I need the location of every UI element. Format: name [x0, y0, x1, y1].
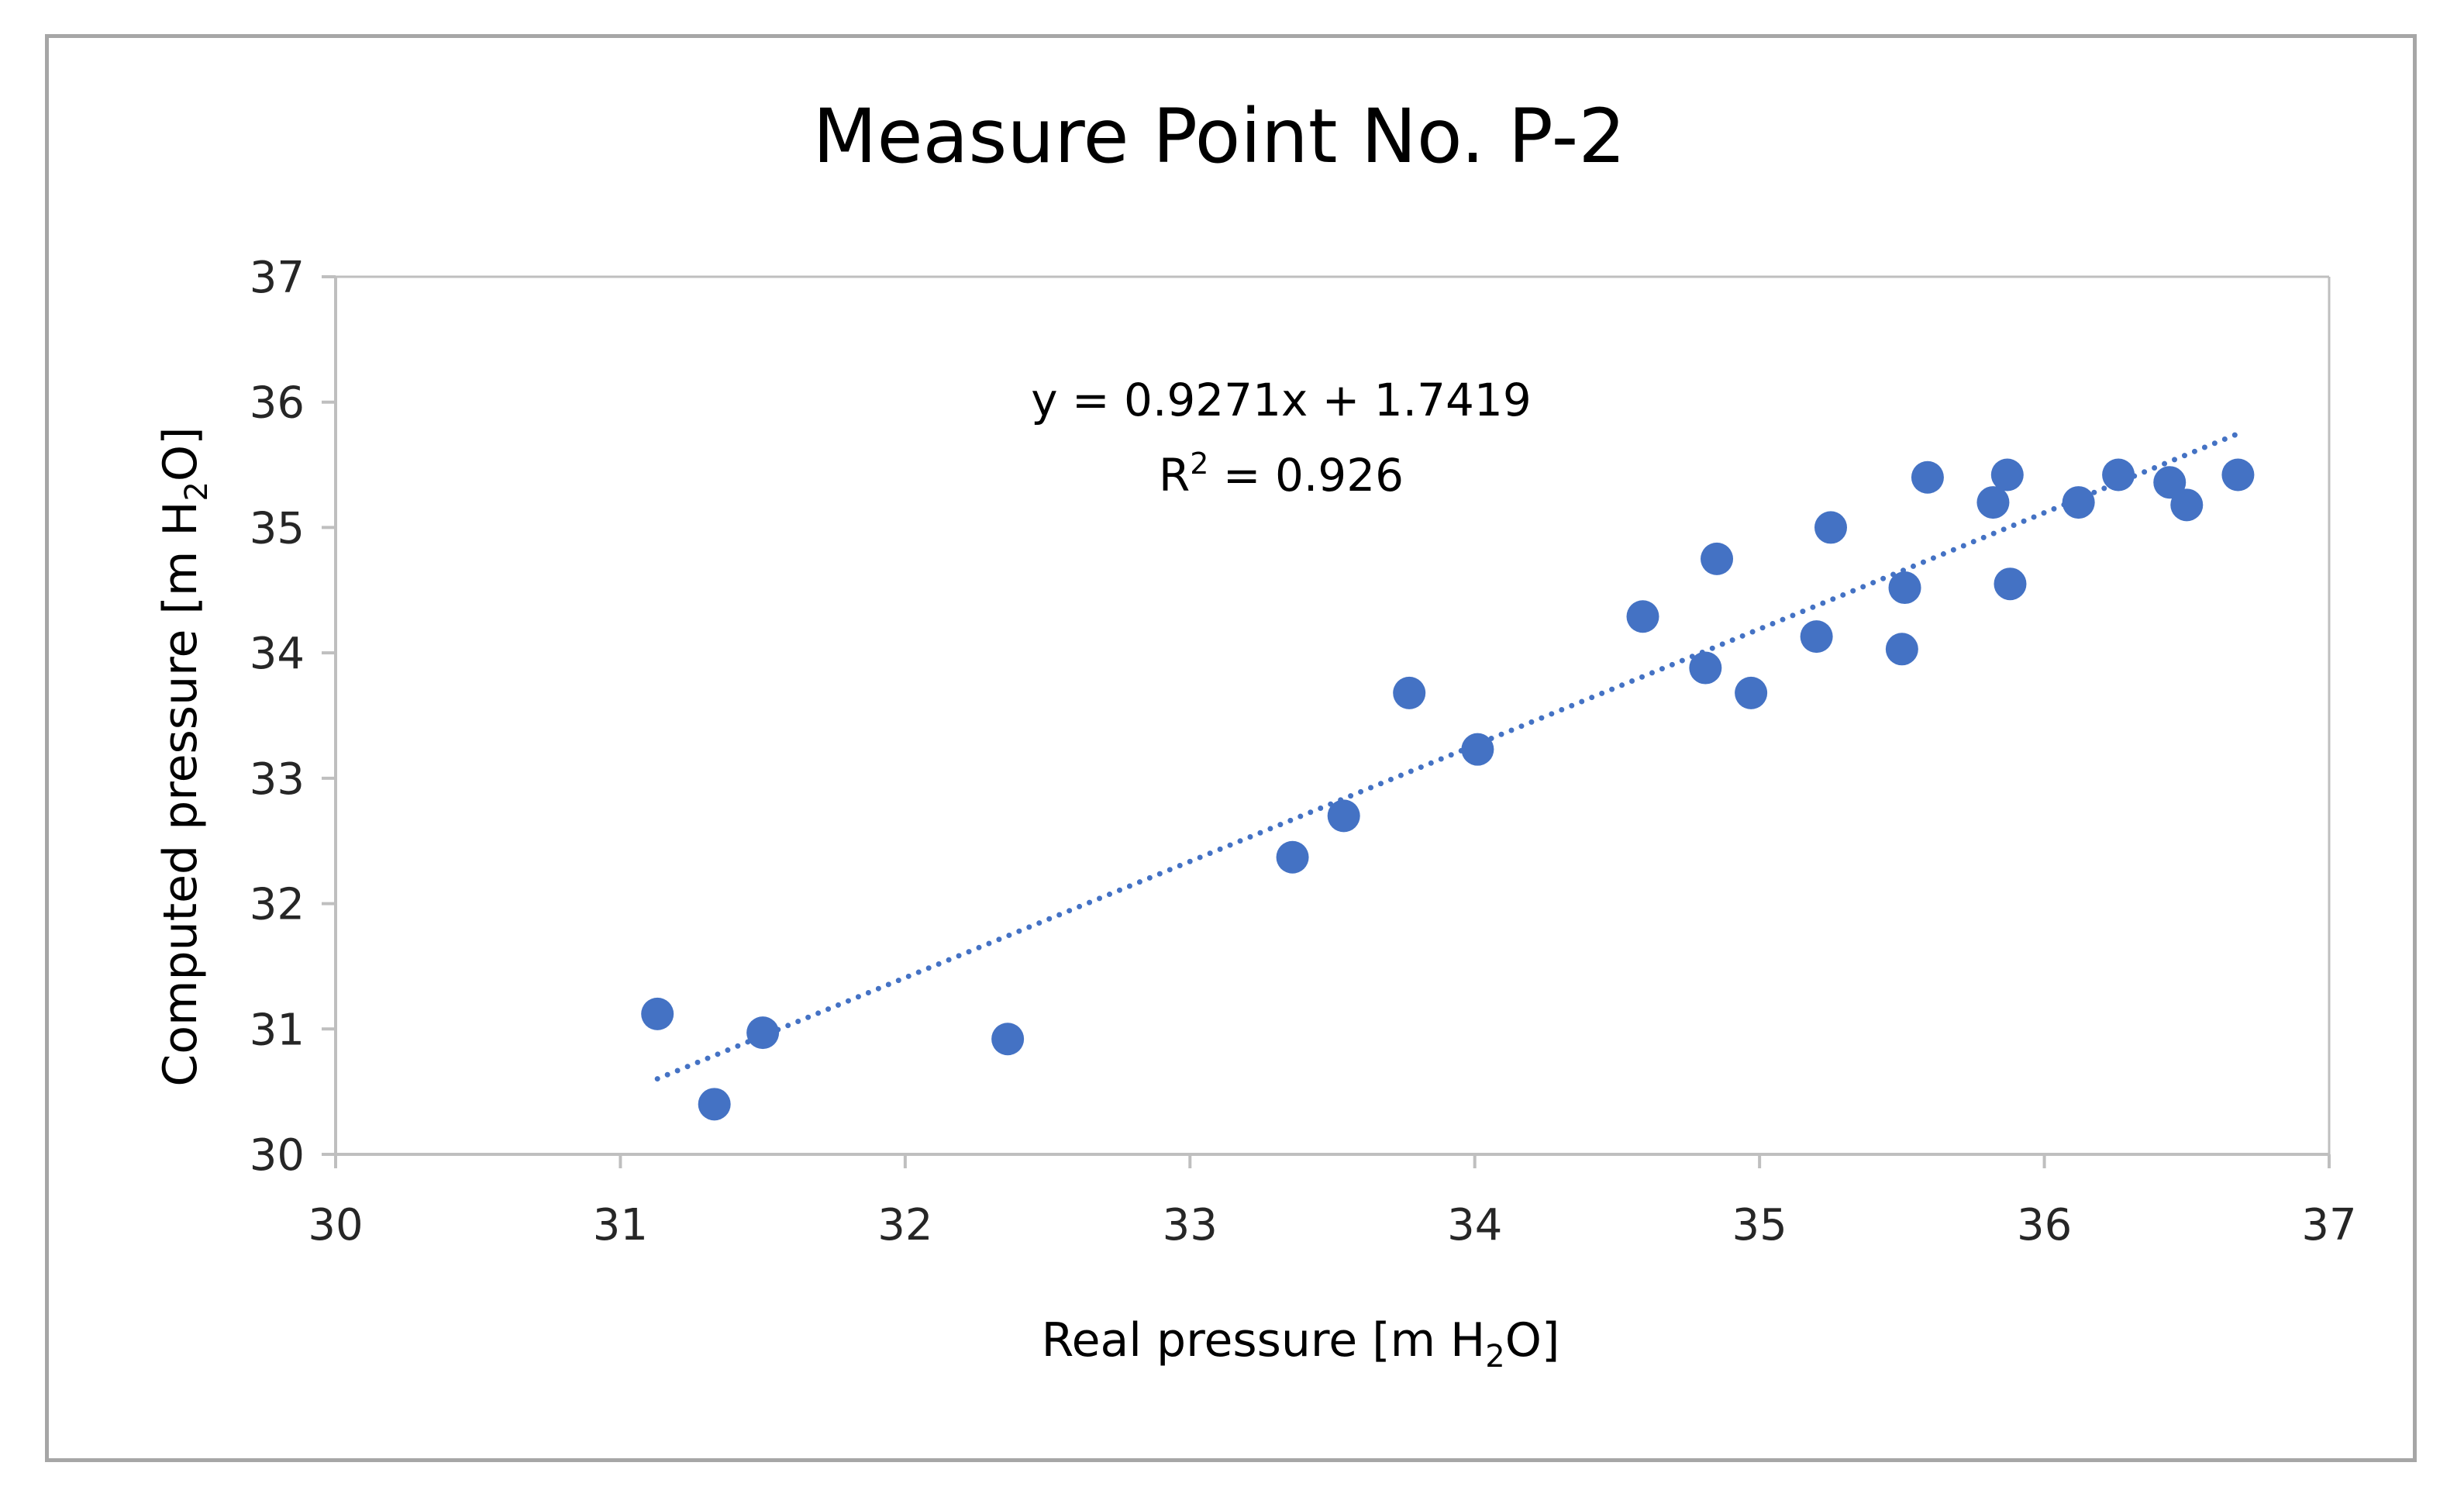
- y-axis-title-text: Computed pressure [m H: [153, 502, 208, 1087]
- data-points: [641, 458, 2255, 1121]
- data-point: [1885, 633, 1918, 666]
- data-point: [1327, 799, 1360, 833]
- r2-superscript: 2: [1190, 447, 1208, 481]
- y-axis-title: Computed pressure [m H2O]: [153, 426, 215, 1086]
- data-point: [2170, 488, 2204, 522]
- data-point: [1461, 733, 1494, 766]
- x-tick-label: 36: [2017, 1200, 2072, 1250]
- y-tick-label: 31: [250, 1005, 305, 1055]
- data-point: [1976, 486, 2010, 519]
- axes: [334, 275, 2331, 1156]
- data-point: [1800, 620, 1833, 654]
- x-tick-label: 32: [877, 1200, 932, 1250]
- r2-value: = 0.926: [1208, 449, 1404, 502]
- chart-frame: Measure Point No. P-2 30 31 32 33 34 35 36 37 3…: [45, 34, 2417, 1462]
- y-tick-label: 35: [250, 503, 305, 554]
- y-tick-label: 36: [250, 378, 305, 429]
- trendline-group: [654, 430, 2241, 1082]
- x-tick-label: 35: [1732, 1200, 1787, 1250]
- data-point: [1994, 567, 2027, 601]
- x-tick-label: 33: [1163, 1200, 1218, 1250]
- x-tick-label: 30: [308, 1200, 363, 1250]
- y-axis-title-subscript: 2: [179, 481, 215, 501]
- data-point: [1626, 600, 1659, 633]
- data-point: [746, 1016, 780, 1050]
- data-point: [1990, 458, 2024, 492]
- data-point: [991, 1023, 1025, 1056]
- data-point: [641, 997, 674, 1030]
- y-tick-label: 34: [250, 629, 305, 679]
- chart-title: Measure Point No. P-2: [813, 93, 1626, 180]
- y-tick-label: 30: [250, 1130, 305, 1181]
- x-axis-title-text: Real pressure [m H: [1042, 1313, 1486, 1368]
- x-axis-title-tail: O]: [1505, 1313, 1560, 1368]
- y-axis-ticks: 30 31 32 33 34 35 36 37: [250, 253, 336, 1181]
- data-point: [1276, 840, 1309, 874]
- data-point: [2153, 466, 2187, 499]
- y-tick-label: 32: [250, 880, 305, 930]
- trendline-r-squared: R2 = 0.926: [1159, 447, 1404, 502]
- scatter-chart: Measure Point No. P-2 30 31 32 33 34 35 36 37 3…: [153, 93, 2357, 1375]
- data-point: [1393, 676, 1426, 709]
- x-axis-ticks: 30 31 32 33 34 35 36 37: [308, 1154, 2357, 1250]
- data-point: [698, 1088, 731, 1121]
- data-point: [1701, 542, 1734, 575]
- data-point: [1911, 460, 1944, 494]
- x-axis-title: Real pressure [m H2O]: [1042, 1313, 1560, 1375]
- data-point: [1735, 676, 1768, 709]
- data-point: [2062, 486, 2095, 519]
- x-tick-label: 31: [593, 1200, 648, 1250]
- y-axis-title-tail: O]: [153, 426, 208, 481]
- y-tick-label: 33: [250, 754, 305, 805]
- x-tick-label: 34: [1447, 1200, 1502, 1250]
- data-point: [1888, 571, 1921, 605]
- trendline-equation: y = 0.9271x + 1.7419: [1031, 374, 1531, 426]
- x-axis-title-subscript: 2: [1485, 1339, 1504, 1375]
- data-point: [2102, 458, 2135, 492]
- data-point: [1689, 651, 1722, 685]
- y-tick-label: 37: [250, 253, 305, 303]
- data-point: [2221, 458, 2255, 492]
- r2-prefix: R: [1159, 449, 1190, 502]
- trendline: [654, 430, 2241, 1082]
- data-point: [1814, 511, 1847, 544]
- x-tick-label: 37: [2301, 1200, 2356, 1250]
